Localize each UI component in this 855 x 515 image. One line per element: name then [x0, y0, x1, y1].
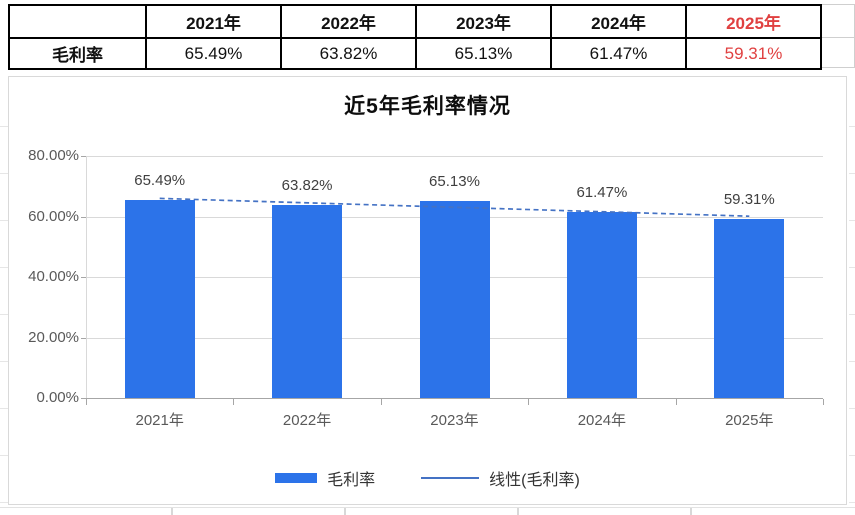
table-header-2023[interactable]: 2023年 [415, 4, 552, 39]
table-header-2022[interactable]: 2022年 [280, 4, 417, 39]
x-axis-tick [823, 399, 824, 405]
x-axis-label-2022年: 2022年 [282, 412, 332, 429]
bar-2025年[interactable] [714, 218, 785, 398]
x-axis-label-2025年: 2025年 [725, 412, 774, 429]
y-axis-label: 60.00% [28, 207, 79, 225]
legend-label-trendline: 线性(毛利率) [489, 472, 580, 489]
bar-2023年[interactable] [419, 200, 490, 398]
bar-2022年[interactable] [272, 204, 343, 398]
bar-2024年[interactable] [566, 212, 637, 398]
table-row-label[interactable]: 毛利率 [8, 37, 147, 70]
x-axis-tick [86, 399, 87, 405]
sheet-partial-cells [820, 4, 855, 68]
bar-series-swatch-icon [275, 473, 318, 483]
chart-title: 近5年毛利率情况 [344, 95, 511, 118]
x-axis-tick [380, 399, 382, 405]
table-value-2024[interactable]: 61.47% [550, 37, 687, 70]
x-axis-label-2021年: 2021年 [135, 412, 184, 429]
legend-label-series: 毛利率 [327, 472, 376, 489]
table-header-2021[interactable]: 2021年 [145, 4, 282, 39]
y-axis-tick [81, 216, 86, 218]
data-label-2021年: 65.49% [134, 171, 186, 189]
y-axis-tick [81, 277, 86, 278]
legend-item-trendline[interactable]: 线性(毛利率) [421, 466, 580, 490]
table-header-2025[interactable]: 2025年 [685, 4, 822, 39]
plot-area: 0.00% 20.00% 40.00% 60.00% 80.00% 65.49% 2021年… [9, 77, 846, 504]
table-value-2025[interactable]: 59.31% [685, 37, 822, 70]
table-value-2021[interactable]: 65.49% [145, 37, 282, 70]
y-axis-line [86, 156, 87, 398]
table-header-2024[interactable]: 2024年 [550, 4, 687, 39]
y-axis-label: 0.00% [36, 389, 79, 406]
sheet-rows-right-edge [849, 80, 855, 505]
y-axis-label: 40.00% [28, 268, 79, 285]
data-label-2024年: 61.47% [576, 184, 628, 202]
sheet-rows-left-edge [0, 80, 8, 505]
y-axis-tick [81, 156, 86, 157]
x-axis-tick [528, 399, 530, 405]
y-axis-tick [81, 398, 86, 399]
trendline-swatch-icon [421, 477, 480, 479]
chart-container[interactable]: 近5年毛利率情况 0.00% 20.00% 40.00% 60.00% 80.00% 65… [8, 76, 847, 505]
bar-2021年[interactable] [124, 199, 195, 398]
y-axis-label: 80.00% [28, 147, 79, 164]
gridline-0.00% [86, 398, 823, 399]
table-header-row: 2021年 2022年 2023年 2024年 2025年 [8, 4, 822, 39]
x-axis-tick [675, 399, 677, 405]
table-corner-cell[interactable] [8, 4, 147, 39]
chart-legend: 毛利率 线性(毛利率) [9, 463, 846, 493]
table-value-2022[interactable]: 63.82% [280, 37, 417, 70]
y-axis-tick [81, 337, 86, 339]
gridline-80.00% [86, 156, 823, 157]
x-axis-tick [233, 399, 235, 405]
x-axis-label-2024年: 2024年 [577, 412, 627, 429]
table-value-row: 毛利率 65.49% 63.82% 65.13% 61.47% 59.31% [8, 37, 822, 70]
data-label-2023年: 65.13% [429, 172, 480, 190]
legend-item-series[interactable]: 毛利率 [275, 466, 375, 490]
gross-margin-table: 2021年 2022年 2023年 2024年 2025年 毛利率 65.49%… [8, 4, 822, 70]
x-axis-label-2023年: 2023年 [430, 412, 479, 429]
table-value-2023[interactable]: 65.13% [415, 37, 552, 70]
sheet-cell[interactable] [820, 4, 855, 38]
data-label-2022年: 63.82% [281, 176, 333, 194]
sheet-cell[interactable] [820, 38, 855, 68]
y-axis-label: 20.00% [28, 328, 79, 346]
data-label-2025年: 59.31% [723, 190, 775, 208]
